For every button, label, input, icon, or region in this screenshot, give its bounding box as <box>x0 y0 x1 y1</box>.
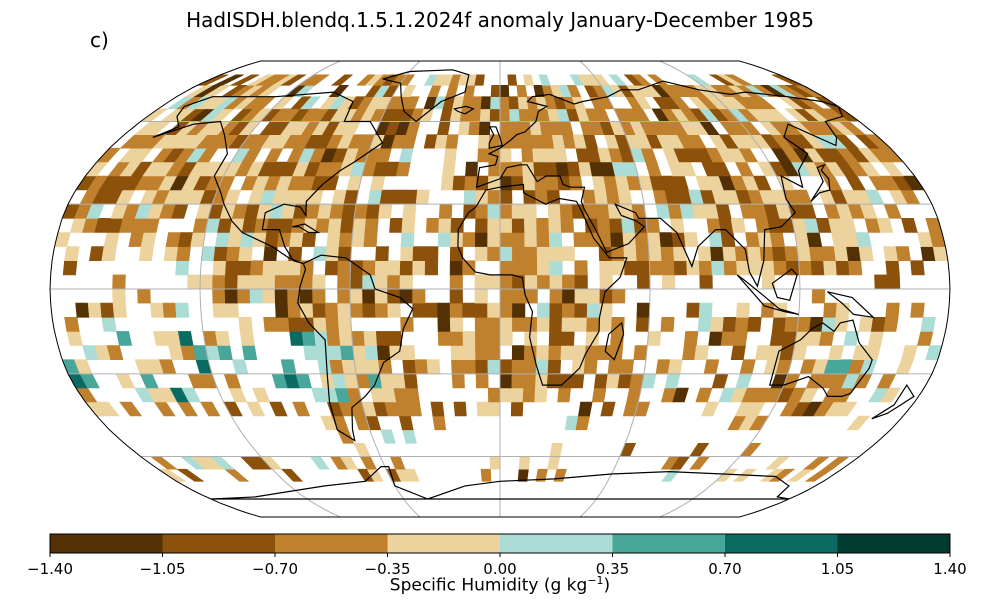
coastline-greenland <box>382 69 470 123</box>
world-map <box>49 60 951 518</box>
anomaly-cell <box>835 401 858 417</box>
colorbar-tick-label: −1.40 <box>27 560 73 578</box>
anomaly-cell <box>600 401 616 417</box>
colorbar-tick-label: −0.35 <box>365 560 411 578</box>
anomaly-cell <box>305 74 331 86</box>
coastline-australia <box>768 319 873 397</box>
anomaly-cell <box>404 96 420 110</box>
anomaly-cell <box>683 232 699 247</box>
anomaly-cell <box>299 96 322 110</box>
anomaly-cell <box>177 331 194 346</box>
anomaly-cell <box>401 345 416 360</box>
anomaly-cell <box>507 74 518 86</box>
anomaly-cell <box>895 246 911 261</box>
anomaly-cell <box>175 302 190 318</box>
anomaly-cell <box>453 401 467 417</box>
coastline-indonesia <box>736 274 799 315</box>
anomaly-cell <box>646 74 670 86</box>
colorbar-tick-label: 1.40 <box>933 560 966 578</box>
anomaly-cell <box>380 429 397 444</box>
map-title: HadISDH.blendq.1.5.1.2024f anomaly Janua… <box>186 8 814 32</box>
anomaly-cell <box>611 317 625 332</box>
anomaly-cell <box>280 74 307 86</box>
anomaly-cell <box>901 218 918 233</box>
anomaly-cell <box>538 74 551 86</box>
coastline-south-america <box>297 254 414 442</box>
colorbar-segment <box>612 534 726 553</box>
anomaly-cell <box>430 401 445 417</box>
anomaly-cell <box>215 331 231 346</box>
anomaly-cell <box>920 317 936 332</box>
colorbar-tick-label: 0.00 <box>483 560 516 578</box>
colorbar-label: Specific Humidity (g kg−1) <box>389 574 611 596</box>
colorbar-segment <box>387 534 501 553</box>
coastline-africa <box>457 183 628 386</box>
graticule <box>50 61 950 517</box>
anomaly-cell <box>116 331 133 346</box>
colorbar-segment <box>500 534 613 553</box>
coastline-new-zealand <box>871 383 915 420</box>
anomaly-cell <box>119 401 143 417</box>
anomaly-cell <box>724 74 753 86</box>
anomaly-cell <box>736 302 750 318</box>
anomaly-cell <box>280 468 304 482</box>
anomaly-cell <box>474 74 485 86</box>
anomaly-cell <box>660 317 675 332</box>
coastlines <box>152 69 915 500</box>
coastline-antarctica <box>211 466 790 500</box>
anomaly-cell <box>768 468 796 482</box>
anomaly-cell <box>698 302 713 318</box>
anomaly-cell <box>64 246 80 261</box>
anomaly-cell <box>238 317 253 332</box>
coastline-eurasia <box>475 80 844 288</box>
coastline-iceland <box>452 105 475 115</box>
map-outline <box>49 60 951 518</box>
coastline-new-guinea <box>827 291 876 319</box>
anomaly-cell <box>846 415 871 431</box>
anomaly-cell <box>230 74 260 86</box>
colorbar-segment <box>50 534 163 553</box>
anomaly-cell <box>631 74 653 86</box>
coastline-britain <box>488 126 503 149</box>
anomaly-cell <box>404 468 420 482</box>
colorbar-tick-label: 0.35 <box>596 560 629 578</box>
colorbar-segment <box>725 534 838 553</box>
colorbar-tick-label: 0.70 <box>708 560 741 578</box>
colorbar-segment <box>162 534 276 553</box>
anomaly-cell <box>330 74 354 86</box>
colorbar-tick-label: 1.05 <box>821 560 854 578</box>
anomaly-cell <box>292 401 311 417</box>
coastline-north-america <box>152 91 384 265</box>
colorbar-tick-label: −0.70 <box>252 560 298 578</box>
anomaly-cell <box>176 468 205 482</box>
anomaly-cell <box>574 260 588 276</box>
coastline-japan <box>810 163 831 202</box>
anomaly-cell <box>910 302 925 318</box>
colorbar-segment <box>837 534 951 553</box>
anomaly-cell <box>213 74 244 86</box>
anomaly-cell <box>328 85 350 97</box>
coastline-borneo <box>771 268 798 302</box>
colorbar-tick-label: −1.05 <box>140 560 186 578</box>
anomaly-cell <box>879 387 902 403</box>
colorbar: −1.40 −1.05 −0.70 −0.35 0.00 0.35 0.70 1.05 1.40 <box>27 533 967 578</box>
colorbar-segment <box>275 534 388 553</box>
coastline-cuba <box>291 223 321 234</box>
anomaly-cell <box>375 246 389 261</box>
anomaly-cell <box>608 74 627 86</box>
anomaly-cell <box>269 401 288 417</box>
anomaly-cell <box>252 387 271 403</box>
anomaly-cell <box>199 401 221 417</box>
panel-label: c) <box>90 28 109 52</box>
anomaly-cell <box>672 387 689 403</box>
coastline-madagascar <box>604 321 625 361</box>
anomaly-cell <box>522 74 535 86</box>
anomaly-cell <box>400 85 417 97</box>
anomaly-cell <box>96 401 120 417</box>
anomaly-cell <box>885 302 900 318</box>
